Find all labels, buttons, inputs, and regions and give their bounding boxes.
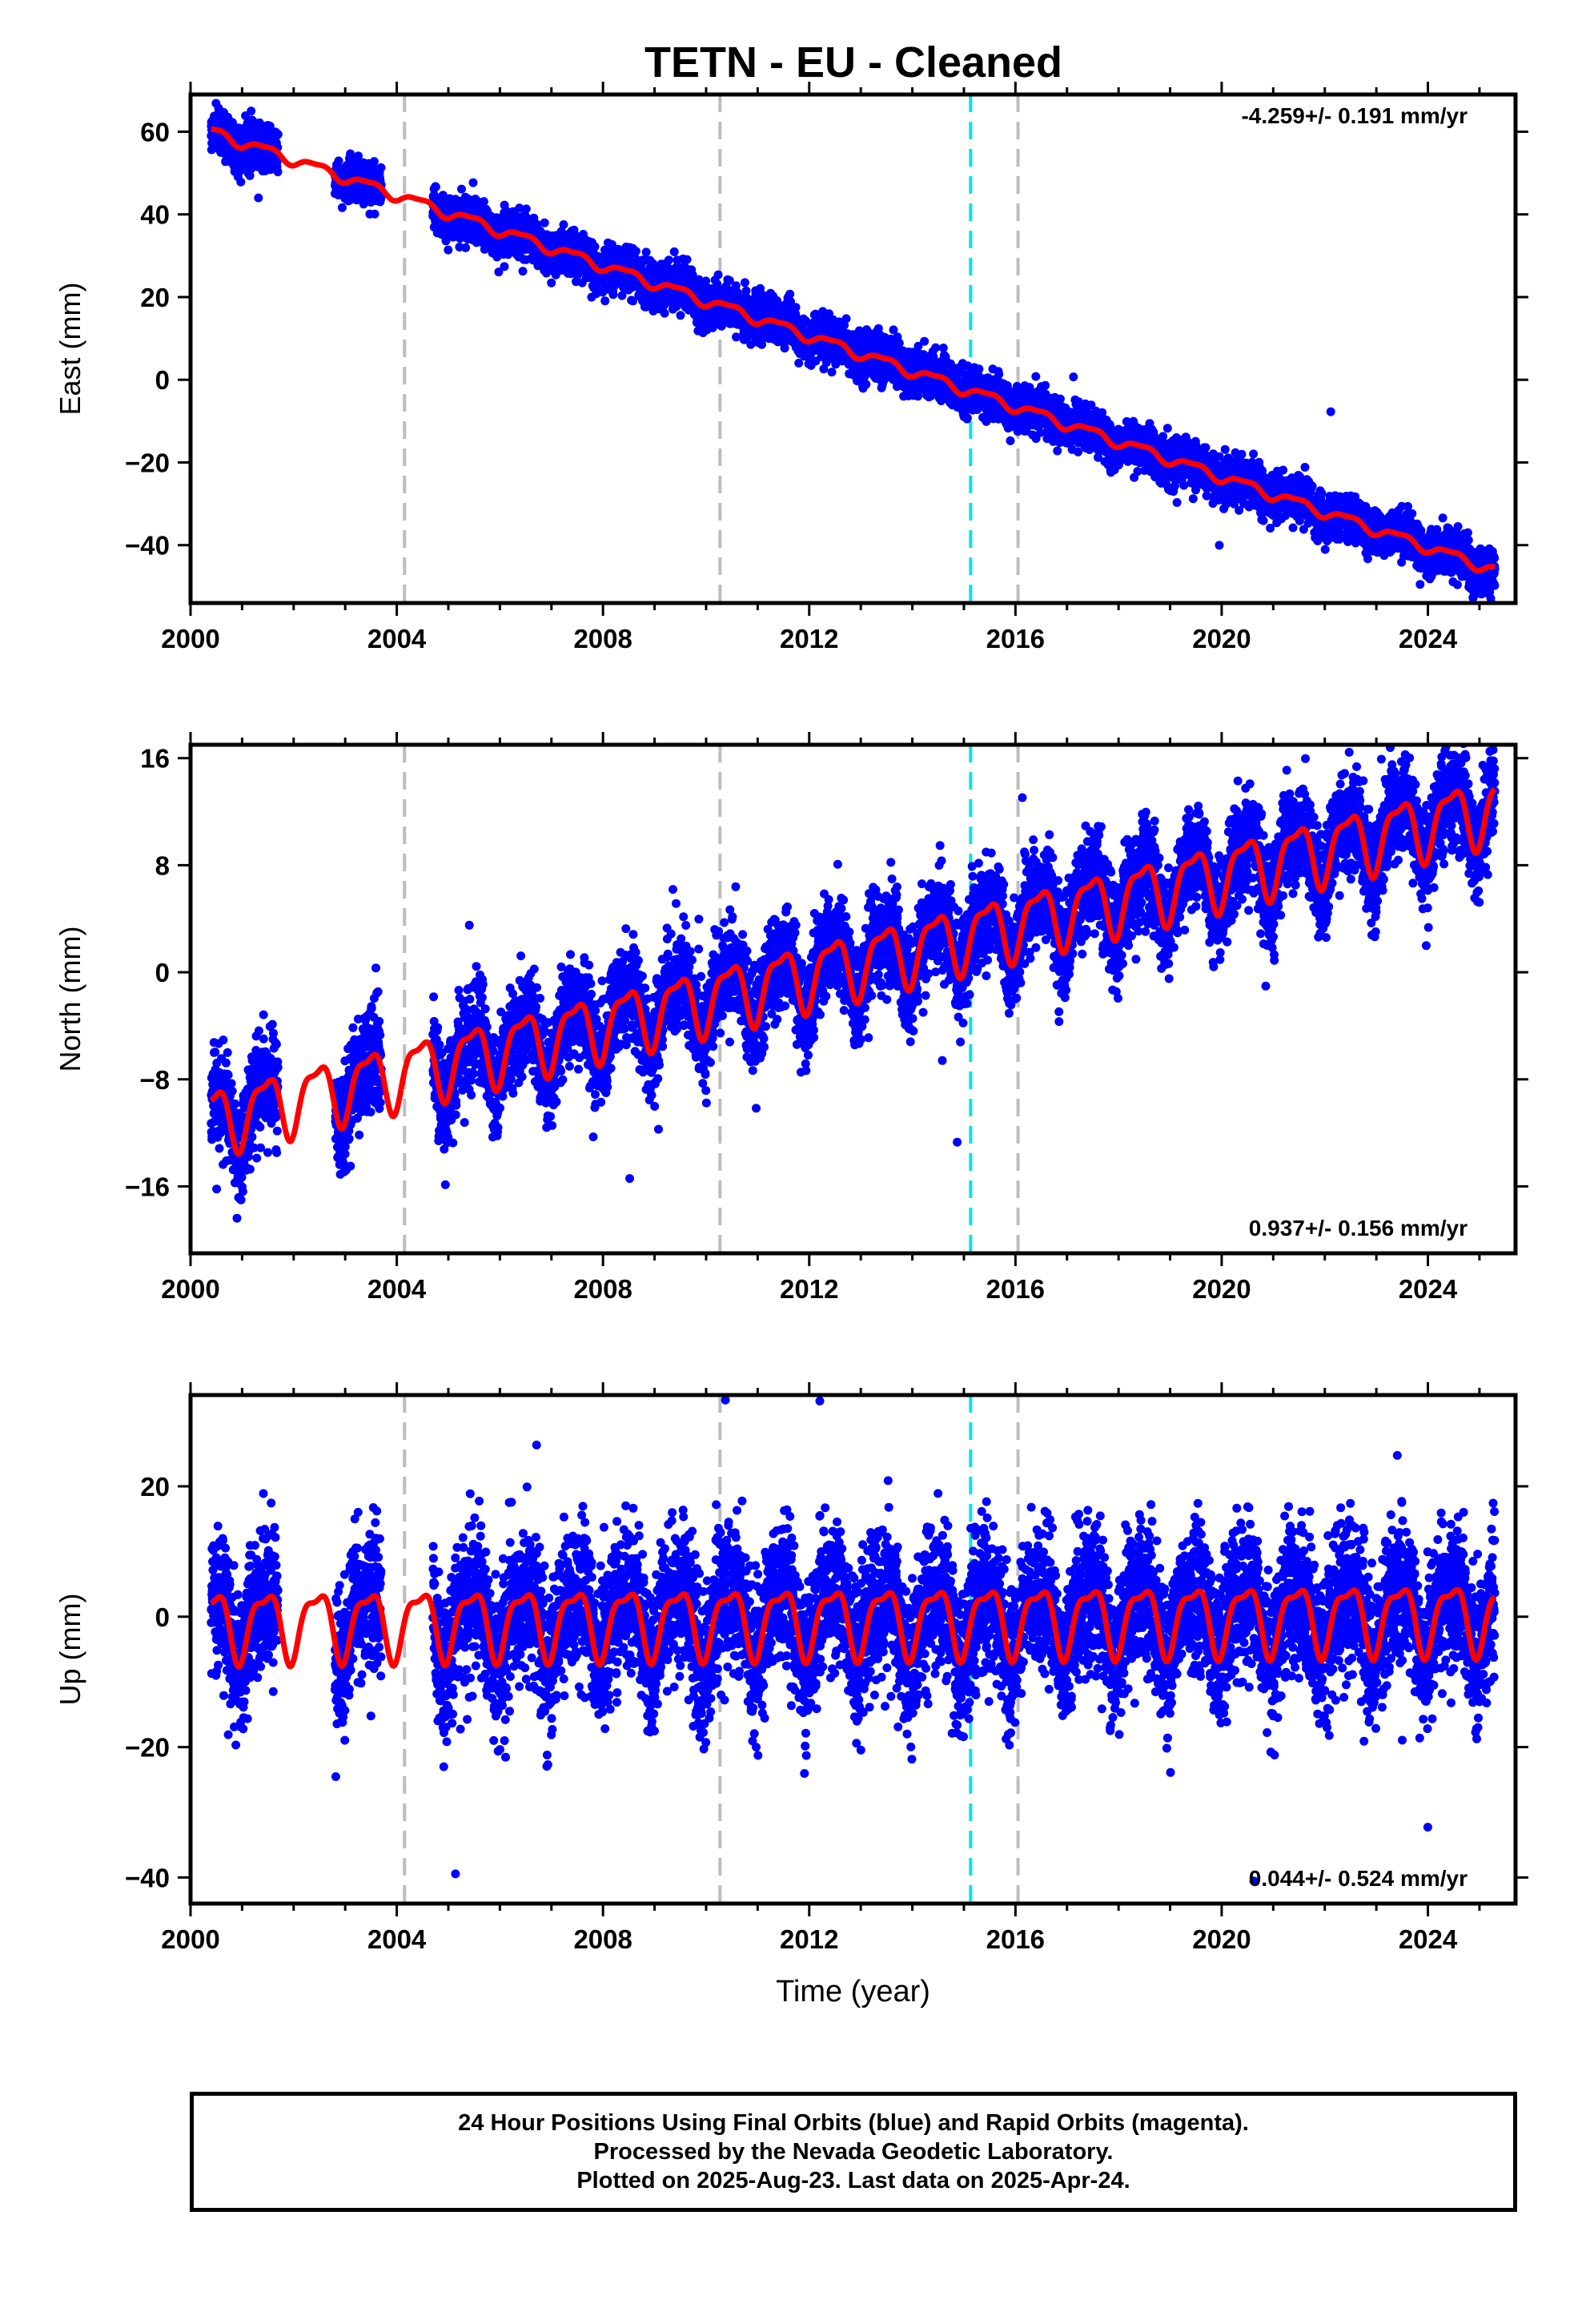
east-data-point-1417 <box>515 203 524 213</box>
east-data-point-801 <box>376 193 386 203</box>
east-data-point-2221 <box>628 296 638 306</box>
east-data-point-1730 <box>559 220 568 229</box>
east-data-point-474 <box>273 130 283 139</box>
east-data-point-3375 <box>791 303 801 312</box>
east-data-point-4286 <box>920 336 930 346</box>
east-data-point-3630 <box>827 368 837 377</box>
east-data-point-753 <box>369 157 379 167</box>
figure-title: TETN - EU - Cleaned <box>644 38 1062 86</box>
east-data-point-1165 <box>479 197 488 207</box>
east-data-point-1441 <box>518 267 528 276</box>
east-data-point-501 <box>334 156 343 166</box>
east-data-point-3296 <box>780 344 789 353</box>
east-data-point-2023 <box>600 296 610 306</box>
east-data-point-1643 <box>547 278 556 287</box>
east-data-point-2558 <box>676 311 685 320</box>
east-data-point-2825 <box>713 270 723 279</box>
east-data-point-1519 <box>529 213 539 223</box>
east-data-point-417 <box>265 122 275 131</box>
east-data-point-3333 <box>785 289 795 299</box>
east-data-point-3396 <box>794 358 804 368</box>
east-data-point-1675 <box>551 270 560 279</box>
east-data-point-4591 <box>962 413 972 423</box>
east-data-point-1270 <box>494 267 504 277</box>
east-data-point-757 <box>370 209 379 219</box>
east-data-point-2445 <box>660 308 669 318</box>
east-data-point-2952 <box>732 332 741 342</box>
east-data-point-640 <box>354 151 363 161</box>
east-data-point-2604 <box>682 255 692 264</box>
east-data-point-2514 <box>669 247 679 256</box>
east-data-point-2144 <box>617 291 627 300</box>
east-data-point-283 <box>247 107 256 116</box>
east-data-point-1310 <box>500 262 509 271</box>
east-data-point-4365 <box>931 343 941 352</box>
east-data-point-526 <box>337 203 347 212</box>
east-data-point-2243 <box>631 247 640 256</box>
east-data-point-210 <box>236 177 246 187</box>
east-data-point-4673 <box>974 364 984 374</box>
east-data-point-335 <box>254 193 263 203</box>
east-data-point-2475 <box>664 255 673 265</box>
panel-east: 2000 2004 2008 2012 2016 2020 2024−40−20020406… <box>54 82 1528 653</box>
east-data-point-1007 <box>457 184 466 194</box>
panels-group: 2000 2004 2008 2012 2016 2020 2024−40−20020406… <box>54 82 1528 2008</box>
east-data-point-1951 <box>590 242 600 251</box>
east-data-point-825 <box>431 182 440 191</box>
east-data-point-2315 <box>641 247 651 257</box>
east-data-point-274 <box>245 171 255 180</box>
east-data-point-802 <box>376 163 386 172</box>
east-data-point-1595 <box>540 218 549 227</box>
east-data-point-3732 <box>841 314 851 324</box>
east-data-point-912 <box>444 245 453 255</box>
east-data-point-1089 <box>468 178 478 187</box>
east-data-point-4895 <box>1006 436 1015 445</box>
east-data-point-1465 <box>521 204 531 214</box>
east-data-point-3873 <box>861 380 871 389</box>
east-data-point-472 <box>273 167 283 177</box>
east-data-point-4814 <box>994 369 1004 379</box>
east-data-point-2081 <box>608 290 618 300</box>
east-data-point-3014 <box>740 278 749 287</box>
east-data-point-1036 <box>461 243 471 252</box>
